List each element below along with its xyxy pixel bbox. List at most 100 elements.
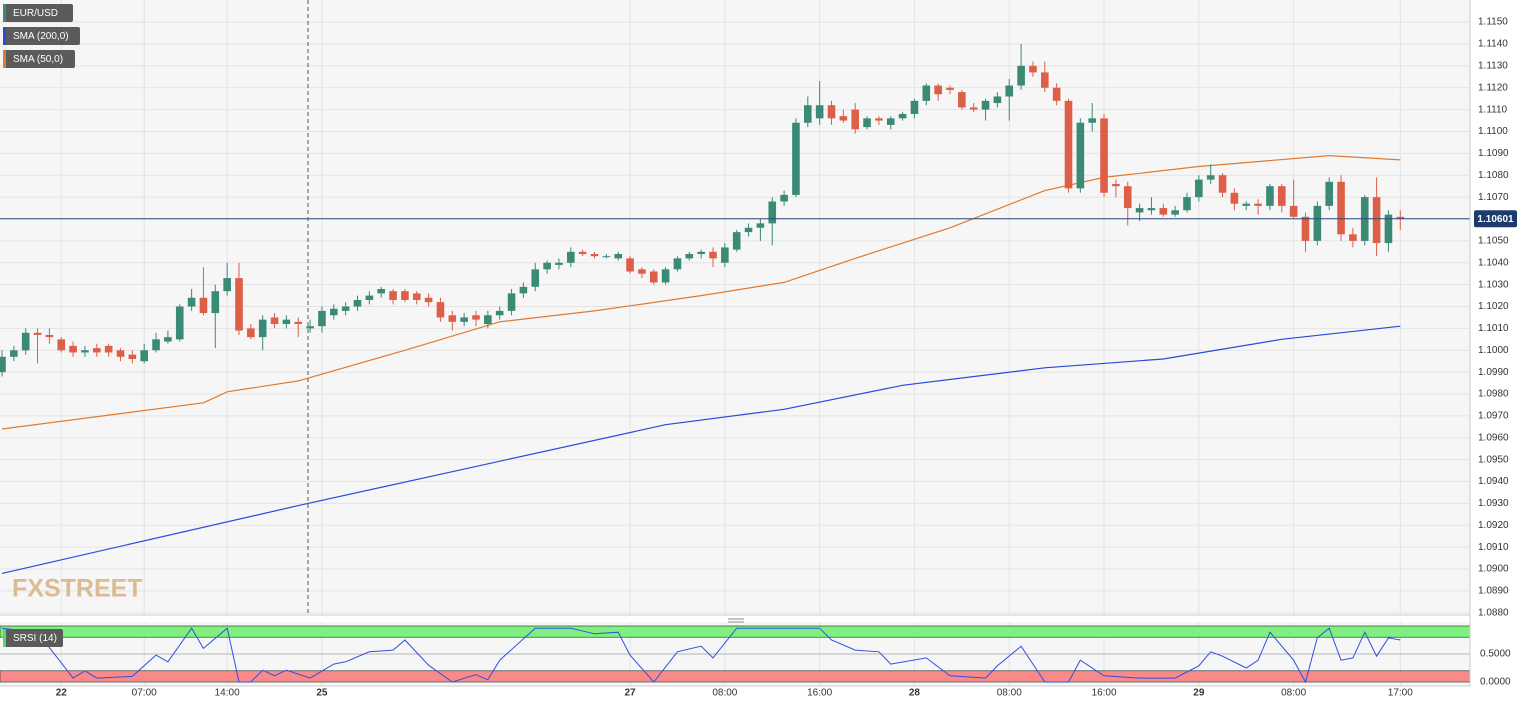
candle-body <box>626 258 634 272</box>
legend-label: SMA (50,0) <box>13 54 63 65</box>
candle-body <box>567 251 575 263</box>
candle-body <box>507 293 516 311</box>
candle-body <box>258 319 267 338</box>
candle-body <box>484 315 492 325</box>
candle-body <box>614 254 622 259</box>
legend-label: SMA (200,0) <box>13 31 69 42</box>
candle-body <box>10 350 18 357</box>
y-tick-label: 1.1020 <box>1478 301 1509 312</box>
candle-body <box>1289 205 1298 217</box>
oversold-band <box>0 670 1471 683</box>
candle-body <box>1349 234 1357 241</box>
plot-background <box>0 0 1470 615</box>
candle-body <box>389 291 397 300</box>
candle-body <box>910 100 919 114</box>
legend-box <box>3 629 63 647</box>
y-tick-label: 1.1090 <box>1478 148 1509 159</box>
candle-body <box>1254 203 1262 206</box>
candle-body <box>1218 175 1227 193</box>
candle-body <box>780 194 788 202</box>
legend-item[interactable]: SRSI (14) <box>3 629 63 647</box>
candle-body <box>1372 197 1381 244</box>
x-tick-label: 08:00 <box>712 688 737 699</box>
x-tick-label: 07:00 <box>132 688 157 699</box>
candle-body <box>578 251 587 255</box>
candle-body <box>365 295 374 300</box>
candle-body <box>306 326 314 329</box>
candle-body <box>1230 192 1239 204</box>
candle-body <box>45 334 54 338</box>
overbought-band <box>0 625 1471 638</box>
y-tick-label: 1.0920 <box>1478 520 1509 531</box>
legend-item[interactable]: SMA (200,0) <box>3 27 80 45</box>
x-tick-label: 17:00 <box>1388 688 1413 699</box>
y-tick-label: 1.1100 <box>1478 126 1508 137</box>
candle-body <box>1147 208 1156 211</box>
candle-body <box>863 118 871 128</box>
candle-body <box>235 278 243 331</box>
candle-body <box>1183 197 1191 211</box>
marks <box>0 43 1471 684</box>
y-tick-label: 1.1130 <box>1478 60 1508 71</box>
candle-body <box>448 315 457 322</box>
candle-body <box>1384 214 1393 244</box>
candle-body <box>981 100 990 110</box>
candle-body <box>282 319 291 325</box>
x-tick-label: 16:00 <box>807 688 832 699</box>
candle-body <box>1301 216 1310 241</box>
candle-body <box>1017 65 1025 86</box>
candle-body <box>792 122 800 195</box>
legend-item[interactable]: EUR/USD <box>3 4 73 22</box>
y-tick-label: 1.1050 <box>1478 236 1509 247</box>
candle-body <box>1171 210 1179 215</box>
indicator-tick-label: 0.5000 <box>1480 649 1511 660</box>
candle-body <box>922 85 931 101</box>
candle-body <box>1088 118 1096 123</box>
candle-body <box>1100 118 1108 193</box>
legend-box <box>3 4 73 22</box>
legend-label: EUR/USD <box>13 8 58 19</box>
y-tick-label: 1.0890 <box>1478 586 1509 597</box>
candle-body <box>104 345 113 353</box>
candle-body <box>436 302 445 318</box>
candle-body <box>804 105 812 123</box>
candle-body <box>175 306 184 340</box>
candle-body <box>1396 216 1405 220</box>
y-tick-label: 1.0910 <box>1478 542 1509 553</box>
candle-body <box>1313 205 1322 241</box>
candle-body <box>1278 186 1286 206</box>
candle-body <box>1076 122 1085 189</box>
candle-body <box>744 227 753 233</box>
sma-line <box>1 325 1401 574</box>
candle-body <box>709 251 717 259</box>
candle-body <box>519 286 528 294</box>
candle-body <box>958 92 966 108</box>
candle-body <box>33 332 42 335</box>
legend-box <box>3 27 80 45</box>
legend-item[interactable]: SMA (50,0) <box>3 50 75 68</box>
candle-body <box>128 354 137 360</box>
candle-body <box>851 109 859 130</box>
pane-resize-handle[interactable] <box>728 618 744 623</box>
y-tick-label: 1.0960 <box>1478 432 1509 443</box>
x-tick-label: 08:00 <box>997 688 1022 699</box>
candle-body <box>756 223 765 228</box>
y-tick-label: 1.0950 <box>1478 454 1509 465</box>
candle-body <box>223 278 231 292</box>
candle-body <box>590 254 599 257</box>
y-tick-label: 1.1000 <box>1478 345 1509 356</box>
candle-body <box>247 328 255 338</box>
candle-body <box>1112 183 1120 187</box>
candle-body <box>531 269 540 287</box>
indicator-tick-label: 0.0000 <box>1480 677 1511 688</box>
candle-body <box>1029 65 1037 73</box>
y-tick-label: 1.0930 <box>1478 498 1509 509</box>
legend-box <box>3 50 75 68</box>
candle-body <box>211 291 220 314</box>
candle-body <box>353 299 362 307</box>
candle-body <box>270 317 279 325</box>
candle-body <box>875 118 883 121</box>
x-tick-label: 27 <box>624 688 636 699</box>
